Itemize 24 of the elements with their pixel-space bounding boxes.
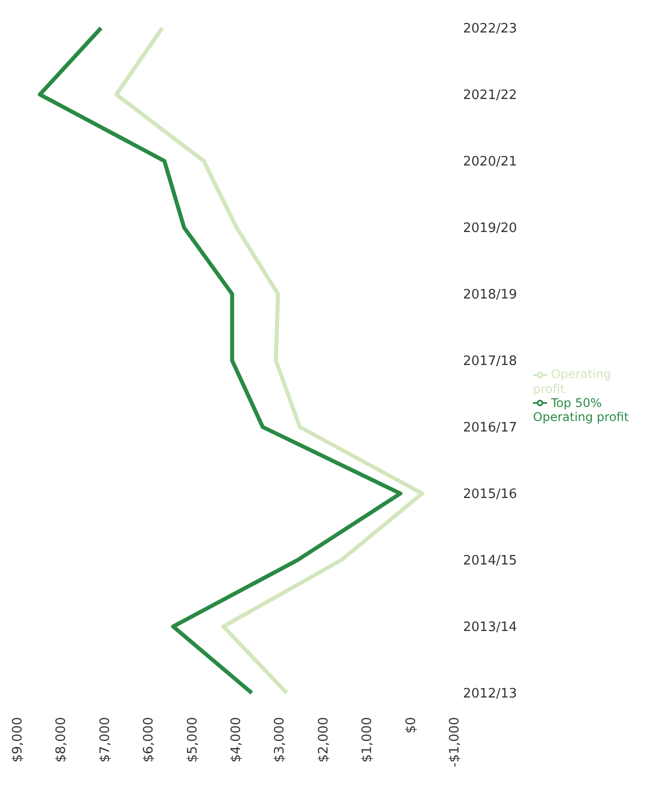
y-tick-label: 2013/14 [463,620,518,636]
legend-label: Operating profit [533,366,611,396]
y-tick-label: 2016/17 [463,420,518,436]
y-tick-label: 2014/15 [463,554,518,569]
x-tick-label: $5,000 [185,717,200,762]
x-tick-label: $6,000 [142,717,157,762]
y-tick-label: 2019/20 [463,221,518,236]
x-tick-label: $9,000 [10,717,26,762]
legend-label: Top 50% Operating profit [533,396,629,424]
y-tick-label: 2018/19 [463,288,518,303]
y-tick-label: 2021/22 [463,88,518,104]
x-tick-label: $2,000 [316,717,332,762]
y-tick-label: 2012/13 [463,686,518,702]
x-tick-label: $3,000 [272,717,288,762]
y-tick-label: 2020/21 [463,154,518,170]
x-tick-label: $0 [404,717,419,734]
x-tick-label: -$1,000 [448,717,462,768]
y-tick-label: 2022/23 [463,22,518,37]
y-tick-label: 2015/16 [463,487,518,502]
x-tick-label: $1,000 [360,717,376,762]
x-tick-label: $7,000 [98,717,113,762]
x-tick-label: $4,000 [229,717,244,762]
x-tick-label: $8,000 [54,717,70,762]
y-tick-label: 2017/18 [463,354,518,370]
